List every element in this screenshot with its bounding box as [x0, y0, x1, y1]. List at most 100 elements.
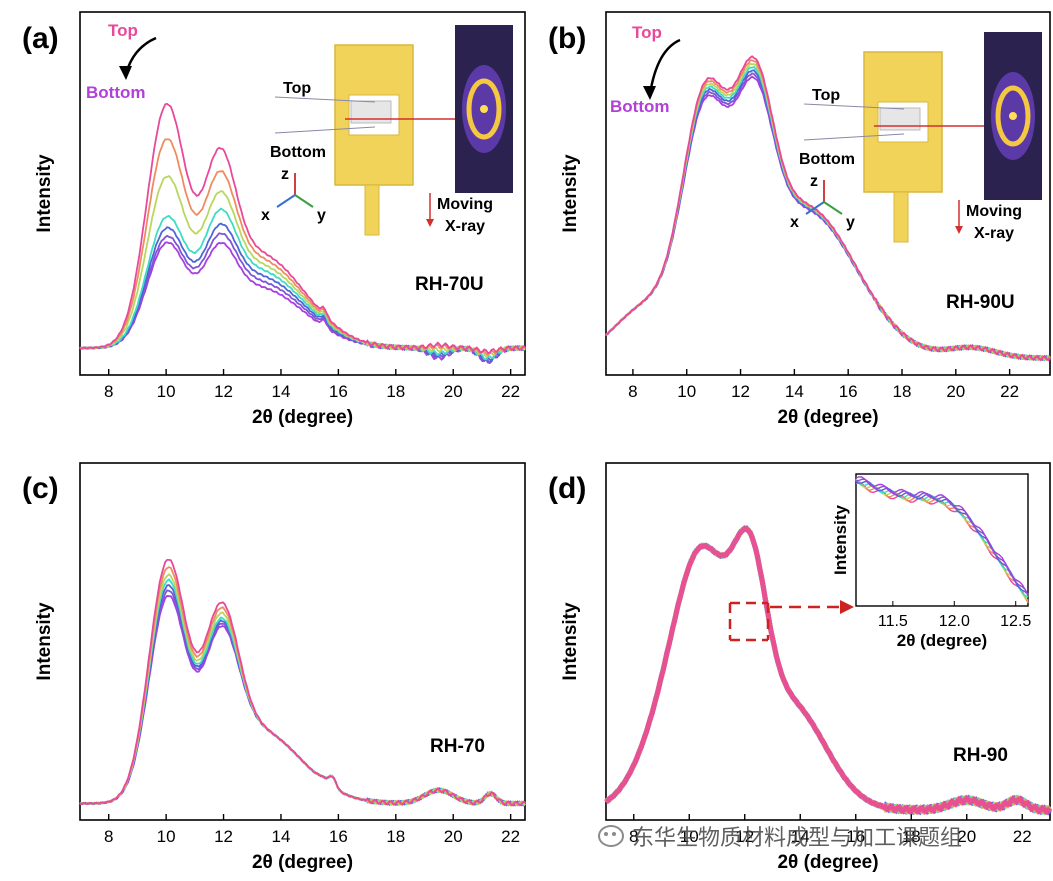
holder-stem	[893, 191, 909, 243]
panel-2: 8 10 12 14 16 18 20 22 2θ (degree) Intensity (b) RH…	[548, 11, 1051, 428]
inset-bottom-label: Bottom	[270, 144, 326, 161]
x-tick-label: 14	[785, 382, 804, 401]
inset-series-line	[855, 476, 1029, 597]
x-axis-label: 2θ (degree)	[252, 407, 353, 428]
beam-spot	[1009, 112, 1017, 120]
arrow-label-top: Top	[108, 21, 138, 40]
x-tick-label: 14	[272, 382, 291, 401]
x-tick-label: 12	[214, 827, 233, 846]
plot-frame	[605, 11, 1051, 376]
x-tick-label: 12	[735, 827, 754, 846]
wechat-icon	[598, 825, 624, 847]
x-label: x	[790, 214, 799, 231]
y-axis-label: Intensity	[34, 602, 55, 681]
x-tick-label: 10	[677, 382, 696, 401]
series-line	[79, 207, 526, 361]
x-tick-label: 10	[157, 827, 176, 846]
sample-film	[350, 100, 392, 124]
x-tick-label: 22	[1000, 382, 1019, 401]
panel-letter: (c)	[22, 472, 59, 505]
series-line	[79, 589, 526, 807]
x-tick-label: 20	[946, 382, 965, 401]
series-line	[79, 232, 526, 365]
top-leader-line	[803, 103, 905, 110]
sample-label: RH-70U	[415, 274, 484, 295]
x-tick-label: 18	[893, 382, 912, 401]
sample-label: RH-70	[430, 736, 485, 757]
sample-label: RH-90U	[946, 292, 1015, 313]
series-line	[79, 559, 526, 807]
y-axis-label: Intensity	[560, 154, 581, 233]
x-tick-label: 16	[846, 827, 865, 846]
sample-label: RH-90	[953, 745, 1008, 766]
plot-frame	[79, 462, 526, 821]
x-tick-label: 12	[214, 382, 233, 401]
inset-x-tick-label: 11.5	[878, 613, 908, 630]
inset-bottom-label: Bottom	[799, 151, 855, 168]
x-tick-label: 8	[629, 827, 638, 846]
zoom-arrow-icon	[840, 600, 854, 614]
x-tick-label: 14	[791, 827, 810, 846]
x-axis-arrow	[805, 201, 825, 215]
x-tick-label: 22	[501, 827, 520, 846]
x-axis-label: 2θ (degree)	[777, 852, 878, 873]
diffraction-ring	[466, 78, 502, 140]
series-line	[79, 222, 526, 363]
watermark: 东华生物质材料成型与加工课题组	[598, 820, 962, 852]
x-label: x	[261, 207, 270, 224]
xray-label: X-ray	[974, 225, 1014, 242]
x-tick-label: 20	[444, 827, 463, 846]
plot-frame	[605, 462, 1051, 821]
y-label: y	[846, 214, 855, 231]
series-line	[79, 102, 526, 354]
arrow-label-bottom: Bottom	[610, 97, 669, 116]
x-tick-label: 12	[731, 382, 750, 401]
inset-top-label: Top	[812, 87, 840, 104]
diffraction-ring	[995, 85, 1031, 147]
panel-letter: (b)	[548, 22, 586, 55]
x-axis-label: 2θ (degree)	[777, 407, 878, 428]
arrow-label-top: Top	[632, 23, 662, 42]
x-tick-label: 16	[329, 827, 348, 846]
x-tick-label: 18	[902, 827, 921, 846]
panel-4: 8 10 12 14 16 18 20 22 2θ (degree) Intensity (d) RH…	[548, 462, 1053, 873]
x-axis-label: 2θ (degree)	[252, 852, 353, 873]
x-tick-label: 20	[957, 827, 976, 846]
inset-x-axis-label: 2θ (degree)	[897, 631, 987, 650]
y-axis-arrow	[294, 194, 314, 208]
moving-arrow-head-icon	[426, 219, 434, 227]
y-axis-arrow	[823, 201, 843, 215]
x-tick-label: 18	[386, 827, 405, 846]
x-tick-label: 8	[104, 827, 113, 846]
x-tick-label: 8	[104, 382, 113, 401]
panel-letter: (a)	[22, 22, 59, 55]
x-tick-label: 16	[839, 382, 858, 401]
x-tick-label: 16	[329, 382, 348, 401]
xray-label: X-ray	[445, 218, 485, 235]
series-line	[605, 55, 1051, 362]
setup-inset: Top Bottom z x y Moving X-ray	[790, 32, 1042, 243]
x-tick-label: 10	[680, 827, 699, 846]
arrow-label-bottom: Bottom	[86, 83, 145, 102]
plot-frame	[79, 11, 526, 376]
x-tick-label: 18	[386, 382, 405, 401]
x-tick-label: 8	[628, 382, 637, 401]
inset-x-tick-label: 12.5	[1000, 613, 1031, 630]
panel-3: 8 10 12 14 16 18 20 22 2θ (degree) Intensity (c) RH…	[22, 462, 526, 873]
top-leader-line	[274, 96, 376, 103]
moving-label: Moving	[437, 196, 493, 213]
arrow-icon	[648, 38, 681, 95]
series-line	[79, 595, 526, 807]
x-tick-label: 22	[501, 382, 520, 401]
z-label: z	[810, 173, 818, 190]
watermark-text: 东华生物质材料成型与加工课题组	[632, 826, 963, 851]
zoom-box	[728, 601, 770, 642]
x-tick-label: 22	[1013, 827, 1032, 846]
bottom-leader-line	[274, 126, 376, 134]
moving-label: Moving	[966, 203, 1022, 220]
inset-frame	[855, 473, 1029, 607]
x-tick-label: 10	[157, 382, 176, 401]
bottom-leader-line	[803, 133, 905, 141]
series-line	[604, 525, 1053, 816]
